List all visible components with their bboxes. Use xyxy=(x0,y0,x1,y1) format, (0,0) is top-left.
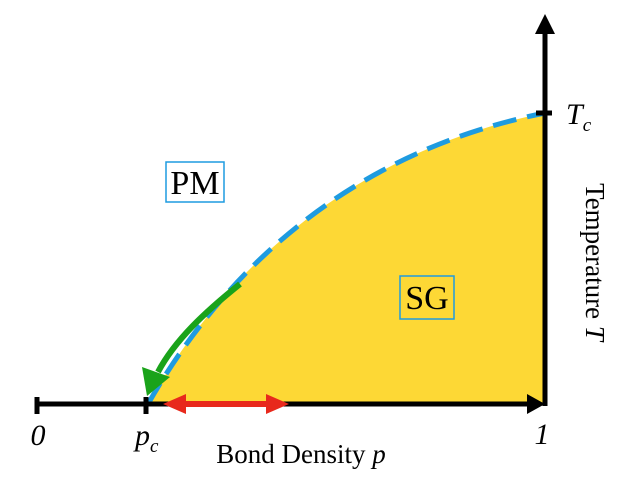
tc-sub: c xyxy=(583,115,592,136)
pc-sub: c xyxy=(150,436,159,457)
x-axis-label-main: Bond Density xyxy=(216,439,372,469)
pm-box xyxy=(165,161,225,203)
y-axis-label-var: T xyxy=(580,326,610,343)
pm-label: PM xyxy=(170,165,219,202)
y-axis-arrowhead xyxy=(535,14,555,34)
pc-main: p xyxy=(133,419,150,452)
red-arrowhead-right xyxy=(266,394,289,414)
sg-label: SG xyxy=(405,280,448,317)
x-tick-label-one: 1 xyxy=(535,418,550,451)
x-axis-label-var: p xyxy=(370,439,386,469)
tc-main: T xyxy=(566,98,585,131)
sg-region xyxy=(148,113,545,404)
x-axis-label: Bond Density p xyxy=(216,439,386,469)
phase-boundary-dashed xyxy=(145,110,546,406)
red-arrowhead-left xyxy=(163,394,186,414)
x-tick-label-pc: pc xyxy=(133,419,159,457)
y-axis-label: Temperature T xyxy=(580,183,610,343)
sg-box xyxy=(399,275,455,320)
green-curved-arrow xyxy=(155,281,242,374)
green-arrowhead xyxy=(142,367,170,396)
y-tick-label-tc: Tc xyxy=(566,98,592,136)
x-axis-arrowhead xyxy=(527,394,545,414)
y-axis-label-main: Temperature xyxy=(580,183,610,326)
x-tick-label-zero: 0 xyxy=(31,419,46,452)
